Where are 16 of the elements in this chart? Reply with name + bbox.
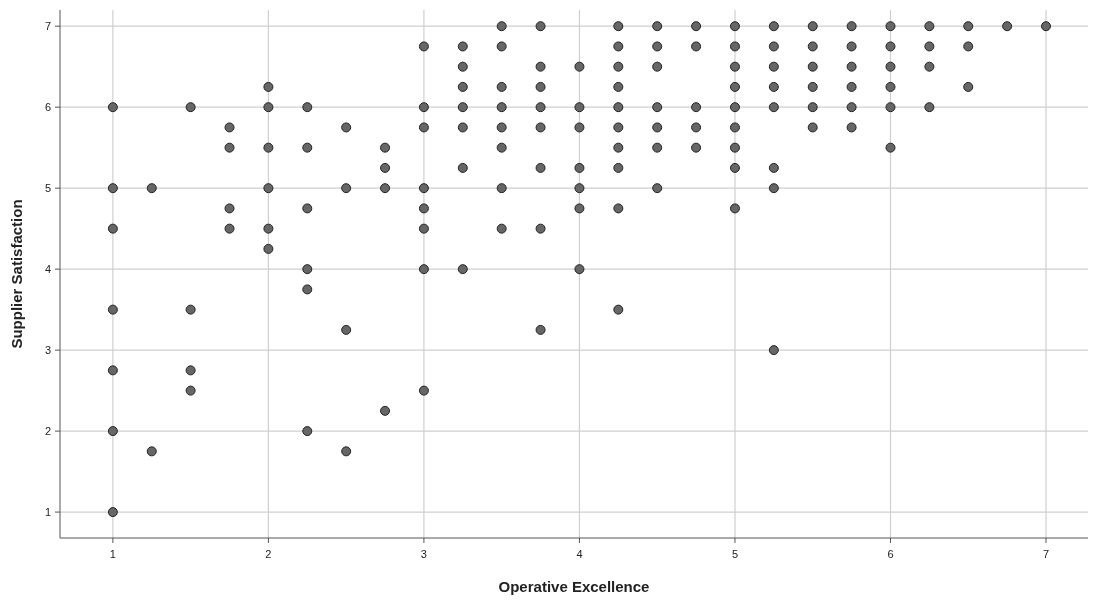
x-tick-label: 5	[731, 548, 739, 560]
x-tick-label: 4	[576, 548, 583, 560]
y-tick-label: 1	[44, 505, 51, 518]
y-tick-label: 2	[44, 424, 51, 437]
x-tick-label: 1	[109, 548, 116, 560]
y-tick-label: 3	[44, 343, 51, 356]
y-tick-label: 6	[44, 101, 51, 114]
y-tick-label: 7	[44, 20, 51, 33]
x-tick-label: 3	[420, 548, 427, 560]
y-axis-title: Supplier Satisfaction	[8, 199, 25, 349]
y-tick-label: 5	[44, 182, 51, 195]
x-tick-label: 2	[265, 548, 272, 560]
x-tick-label: 7	[1042, 548, 1050, 560]
y-tick-label: 4	[44, 262, 51, 275]
x-tick-label: 6	[887, 548, 894, 560]
x-axis-title: Operative Excellence	[498, 578, 650, 595]
